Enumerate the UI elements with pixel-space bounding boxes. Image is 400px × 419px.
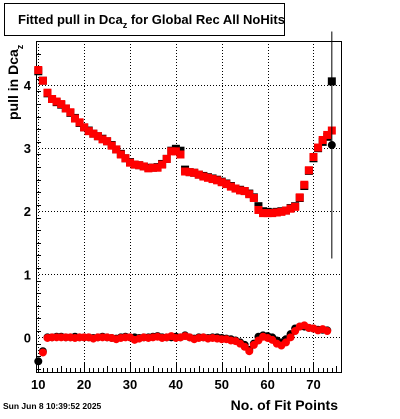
red-square-point xyxy=(226,182,235,191)
red-square-point xyxy=(43,88,52,97)
red-square-point xyxy=(48,95,57,104)
y-axis-label-sub: z xyxy=(15,44,25,49)
red-square-point xyxy=(158,160,167,169)
red-square-point xyxy=(190,168,199,177)
red-square-point xyxy=(162,154,171,163)
red-square-point xyxy=(107,141,116,150)
x-tick-label: 40 xyxy=(169,377,183,392)
red-square-point xyxy=(148,163,157,172)
y-axis-label-main: pull in Dca xyxy=(5,49,21,120)
red-square-point xyxy=(217,178,226,187)
y-axis-label: pull in Dcaz xyxy=(5,44,25,120)
grid-layer xyxy=(36,41,341,372)
red-square-point xyxy=(254,205,263,214)
black-circle-point xyxy=(34,357,43,366)
red-square-point xyxy=(57,100,66,109)
x-axis-label: No. of Fit Points xyxy=(231,397,339,413)
red-square-point xyxy=(222,180,231,189)
red-circle-point xyxy=(38,348,47,357)
red-square-point xyxy=(199,172,208,181)
y-tick-label: 2 xyxy=(24,204,31,219)
red-square-point xyxy=(103,137,112,146)
red-square-point xyxy=(318,135,327,144)
chart-title: Fitted pull in Dcaz for Global Rec All N… xyxy=(18,12,285,30)
red-circle-point xyxy=(323,327,332,336)
chart-title-rest: for Global Rec All NoHits xyxy=(127,12,285,27)
red-square-point xyxy=(323,130,332,139)
red-circle-point xyxy=(286,333,295,342)
y-tick-label: 3 xyxy=(24,141,31,156)
y-tick-label: 1 xyxy=(24,267,31,282)
chart-title-sub: z xyxy=(123,20,128,30)
red-square-point xyxy=(139,162,148,171)
red-square-point xyxy=(263,209,272,218)
y-tick-label: 4 xyxy=(24,78,32,93)
red-square-point xyxy=(181,167,190,176)
red-square-point xyxy=(52,97,61,106)
red-square-point xyxy=(272,208,281,217)
red-square-point xyxy=(259,209,268,218)
red-square-point xyxy=(268,209,277,218)
red-square-point xyxy=(213,176,222,185)
x-tick-label: 10 xyxy=(31,377,45,392)
red-square-point xyxy=(93,132,102,141)
red-square-point xyxy=(130,160,139,169)
red-square-point xyxy=(300,180,309,189)
red-square-point xyxy=(84,127,93,136)
plot-frame xyxy=(36,41,342,373)
x-tick-label: 30 xyxy=(123,377,137,392)
red-square-point xyxy=(38,76,47,85)
red-square-point xyxy=(249,193,258,202)
red-square-point xyxy=(171,147,180,156)
red-square-point xyxy=(314,143,323,152)
red-square-point xyxy=(153,163,162,172)
red-square-point xyxy=(112,145,121,154)
red-square-point xyxy=(80,123,89,132)
red-square-point xyxy=(121,154,130,163)
red-square-point xyxy=(194,170,203,179)
red-square-point xyxy=(245,190,254,199)
red-square-point xyxy=(240,187,249,196)
red-square-point xyxy=(89,129,98,138)
red-square-point xyxy=(135,161,144,170)
x-tick-label: 60 xyxy=(260,377,274,392)
red-square-point xyxy=(286,204,295,213)
red-square-point xyxy=(75,118,84,127)
red-square-point xyxy=(203,173,212,182)
red-square-point xyxy=(70,114,79,123)
x-tick-label: 20 xyxy=(77,377,91,392)
red-square-point xyxy=(167,147,176,156)
red-square-point xyxy=(34,66,43,75)
title-box xyxy=(4,3,285,36)
red-square-point xyxy=(185,168,194,177)
red-square-point xyxy=(231,184,240,193)
red-square-point xyxy=(126,158,135,167)
x-tick-label: 50 xyxy=(215,377,229,392)
red-square-point xyxy=(277,207,286,216)
red-square-point xyxy=(236,186,245,195)
y-tick-label: 0 xyxy=(24,330,31,345)
marks-layer xyxy=(34,31,336,366)
red-square-point xyxy=(66,108,75,117)
red-square-point xyxy=(98,135,107,144)
red-square-point xyxy=(304,166,313,175)
x-tick-label: 70 xyxy=(306,377,320,392)
red-square-point xyxy=(309,153,318,162)
red-square-point xyxy=(291,202,300,211)
red-square-point xyxy=(61,104,70,113)
black-circle-point xyxy=(327,141,336,150)
red-square-point xyxy=(116,150,125,159)
red-square-point xyxy=(176,150,185,159)
red-circle-point xyxy=(245,347,254,356)
red-square-point xyxy=(281,206,290,215)
red-square-point xyxy=(208,175,217,184)
red-square-point xyxy=(144,164,153,173)
timestamp: Sun Jun 8 10:39:52 2025 xyxy=(3,401,102,411)
chart-title-main: Fitted pull in Dca xyxy=(18,12,123,27)
red-square-point xyxy=(295,193,304,202)
